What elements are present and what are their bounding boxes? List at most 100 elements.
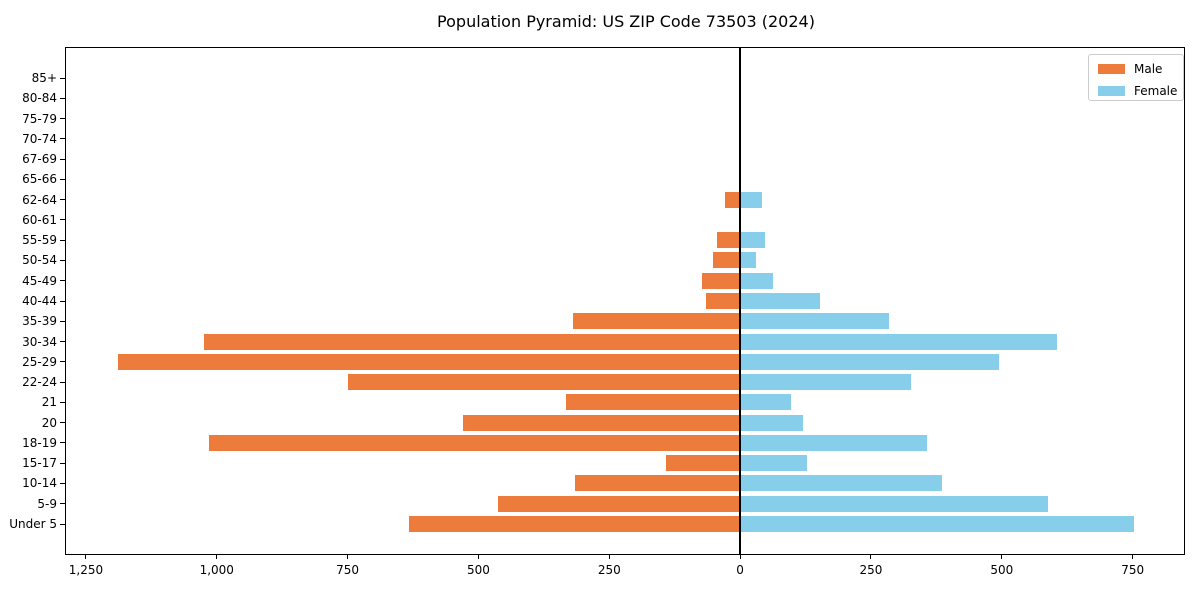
legend: Male Female — [1088, 54, 1184, 101]
female-bar — [740, 394, 792, 411]
female-bar — [740, 374, 912, 391]
y-tick-label: 70-74 — [22, 131, 57, 146]
y-tick — [60, 361, 65, 363]
y-tick-label: 75-79 — [22, 111, 57, 126]
female-bar — [740, 516, 1135, 532]
y-tick — [60, 341, 65, 343]
male-bar — [572, 313, 741, 330]
female-bar — [740, 313, 890, 330]
female-bar — [740, 434, 928, 451]
y-tick — [60, 118, 65, 120]
y-tick-label: 25-29 — [22, 354, 57, 369]
y-tick — [60, 482, 65, 484]
y-tick-label: 15-17 — [22, 456, 57, 471]
female-bar — [740, 333, 1057, 350]
x-tick-label: 500 — [990, 563, 1014, 577]
y-tick-label: 18-19 — [22, 435, 57, 450]
chart-title: Population Pyramid: US ZIP Code 73503 (2… — [437, 12, 815, 31]
x-tick — [739, 555, 741, 559]
male-bar — [665, 455, 741, 472]
y-tick — [60, 280, 65, 282]
male-bar — [725, 191, 741, 208]
y-tick — [60, 138, 65, 140]
y-tick-label: 85+ — [31, 71, 57, 85]
y-tick — [60, 401, 65, 403]
y-tick-label: 80-84 — [22, 91, 57, 106]
x-tick-label: 750 — [1121, 563, 1145, 577]
x-tick — [608, 555, 610, 559]
x-tick-label: 250 — [859, 563, 883, 577]
x-tick-label: 250 — [597, 563, 621, 577]
y-tick — [60, 422, 65, 424]
y-tick — [60, 219, 65, 221]
y-tick — [60, 77, 65, 79]
y-tick-label: 5-9 — [37, 496, 57, 511]
female-bar — [740, 495, 1049, 512]
y-tick-label: 65-66 — [22, 172, 57, 187]
x-tick — [347, 555, 349, 559]
x-tick — [1132, 555, 1134, 559]
y-tick-label: 62-64 — [22, 192, 57, 207]
female-bar — [740, 232, 765, 249]
y-tick — [60, 503, 65, 505]
y-tick — [60, 97, 65, 99]
zero-line — [739, 47, 741, 555]
x-tick — [85, 555, 87, 559]
y-tick-label: 22-24 — [22, 375, 57, 390]
y-tick — [60, 442, 65, 444]
x-tick-label: 1,000 — [199, 563, 234, 577]
y-tick — [60, 158, 65, 160]
male-bar — [498, 495, 741, 512]
legend-item-male: Male — [1089, 59, 1183, 78]
y-tick-label: 60-61 — [22, 212, 57, 227]
y-tick — [60, 462, 65, 464]
female-bar — [740, 252, 756, 269]
male-bar — [203, 333, 741, 350]
y-tick-label: 45-49 — [22, 273, 57, 288]
legend-female-label: Female — [1134, 83, 1178, 98]
y-tick — [60, 259, 65, 261]
legend-female-swatch — [1098, 85, 1125, 96]
y-tick — [60, 239, 65, 241]
y-tick-label: 10-14 — [22, 476, 57, 491]
legend-male-label: Male — [1134, 61, 1163, 76]
male-bar — [208, 434, 741, 451]
legend-male-swatch — [1098, 63, 1125, 74]
plot-area — [65, 47, 1185, 555]
y-tick-label: 40-44 — [22, 294, 57, 308]
y-tick — [60, 300, 65, 302]
y-tick-label: 55-59 — [22, 233, 57, 248]
male-bar — [118, 353, 741, 370]
y-tick — [60, 320, 65, 322]
female-bar — [740, 272, 774, 289]
female-bar — [740, 414, 804, 431]
x-tick-label: 0 — [736, 563, 744, 577]
x-tick-label: 750 — [336, 563, 360, 577]
x-tick-label: 1,250 — [68, 563, 104, 577]
y-tick — [60, 523, 65, 525]
female-bar — [740, 475, 942, 492]
x-tick — [870, 555, 872, 559]
y-tick-label: 30-34 — [22, 334, 57, 349]
male-bar — [408, 516, 741, 532]
y-tick-label: Under 5 — [9, 517, 57, 531]
female-bar — [740, 191, 762, 208]
y-tick-label: 20 — [41, 415, 57, 430]
y-tick-label: 21 — [41, 395, 57, 410]
male-bar — [712, 252, 741, 269]
y-tick — [60, 199, 65, 201]
y-tick-label: 35-39 — [22, 314, 57, 329]
legend-item-female: Female — [1089, 81, 1183, 100]
y-tick-label: 67-69 — [22, 152, 57, 167]
male-bar — [702, 272, 741, 289]
male-bar — [717, 232, 741, 249]
x-tick — [477, 555, 479, 559]
x-tick — [216, 555, 218, 559]
y-tick — [60, 178, 65, 180]
y-tick-label: 50-54 — [22, 253, 57, 268]
male-bar — [565, 394, 741, 411]
x-tick — [1001, 555, 1003, 559]
male-bar — [462, 414, 741, 431]
x-tick-label: 500 — [467, 563, 490, 577]
y-tick — [60, 381, 65, 383]
